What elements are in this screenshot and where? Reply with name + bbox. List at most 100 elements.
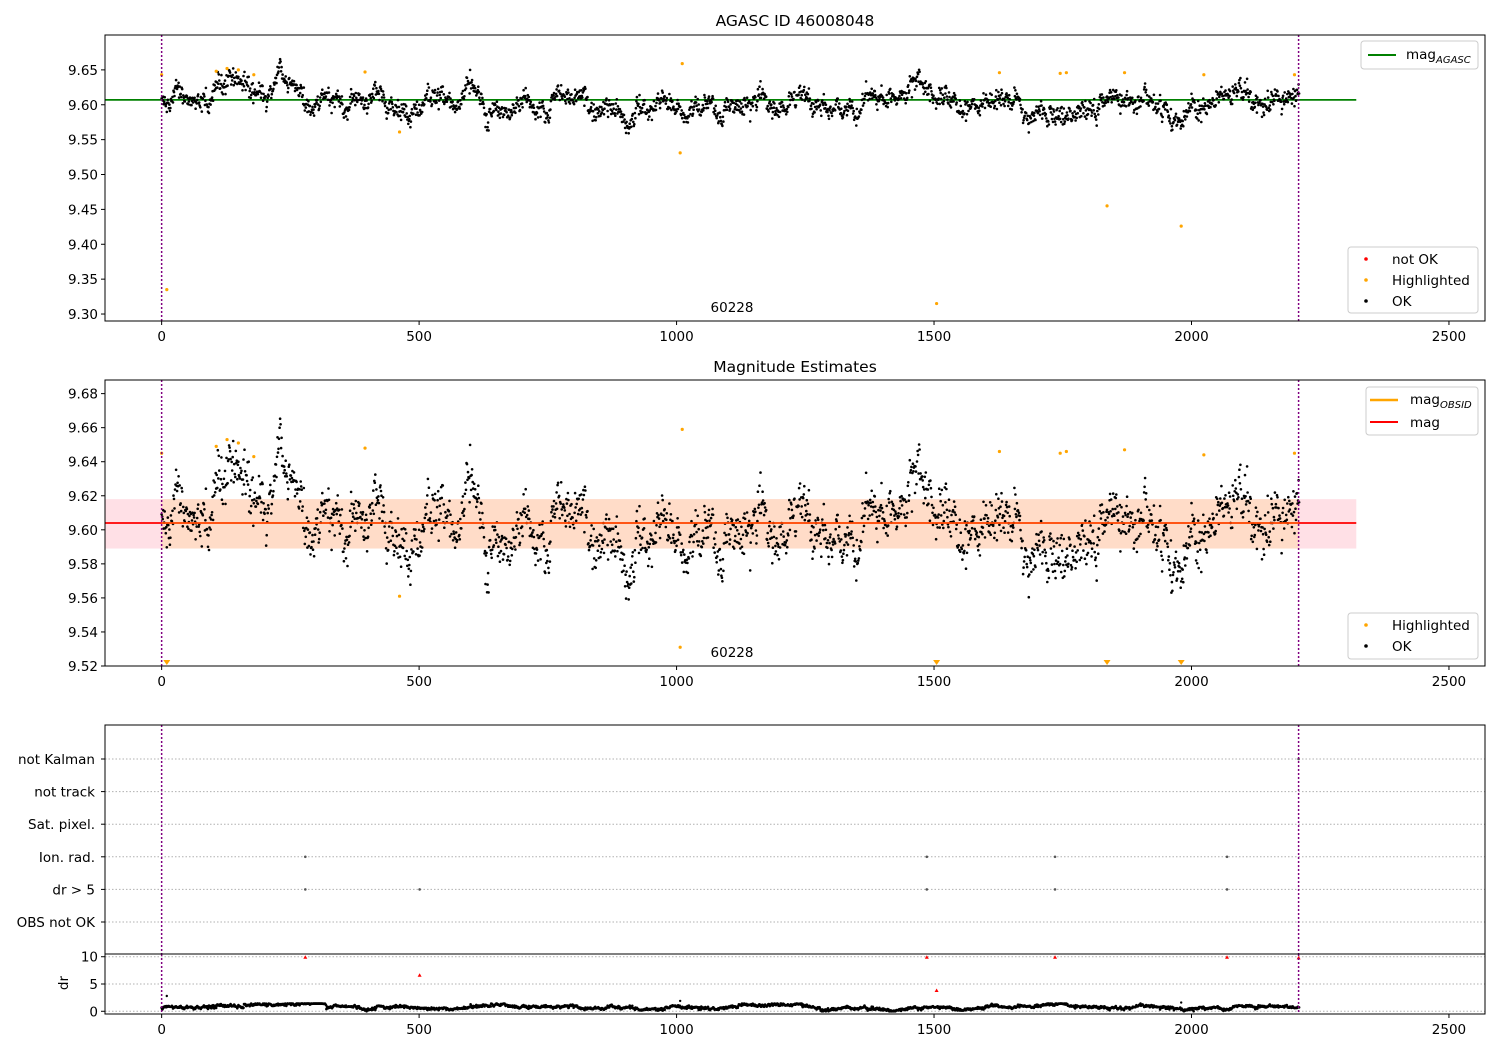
- ok-point: [680, 109, 683, 112]
- top-legend-lower[interactable]: not OK Highlighted OK: [1347, 246, 1479, 314]
- ok-point: [1272, 103, 1275, 106]
- ok-point: [787, 95, 791, 98]
- ok-point: [558, 517, 561, 520]
- ok-point: [729, 527, 732, 531]
- ok-point: [299, 83, 303, 87]
- ok-point: [542, 537, 545, 541]
- ok-point: [833, 542, 837, 545]
- ok-point: [883, 519, 886, 523]
- ok-point: [647, 546, 651, 549]
- ok-point: [840, 538, 843, 541]
- y-tick-label: 9.56: [68, 591, 98, 607]
- ok-point: [1003, 100, 1007, 103]
- ok-point: [690, 106, 694, 109]
- ok-point: [876, 540, 879, 544]
- ok-point: [751, 523, 754, 526]
- ok-point: [771, 561, 774, 565]
- ok-point: [690, 99, 693, 103]
- ok-point: [453, 546, 457, 549]
- ok-point: [702, 106, 706, 110]
- ok-point: [940, 87, 944, 90]
- highlighted-point: [1122, 71, 1127, 75]
- ok-point: [995, 492, 998, 496]
- ok-point: [1170, 580, 1174, 584]
- ok-point: [261, 84, 264, 88]
- ok-point: [820, 555, 823, 558]
- ok-point: [1036, 546, 1039, 550]
- ok-point: [1260, 115, 1264, 119]
- ok-point: [1111, 492, 1115, 495]
- ok-point: [406, 115, 410, 119]
- ok-point: [425, 502, 429, 506]
- ok-point: [517, 99, 520, 102]
- ok-point: [983, 517, 986, 520]
- ok-point: [166, 516, 170, 519]
- ok-point: [1008, 97, 1011, 101]
- ok-point: [541, 531, 545, 534]
- top-obsid-label: 60228: [711, 300, 754, 316]
- ok-point: [931, 101, 935, 105]
- ok-point: [1210, 525, 1214, 529]
- ok-point: [308, 531, 312, 534]
- ok-point: [414, 113, 418, 117]
- ok-point: [265, 533, 269, 537]
- ok-point: [520, 102, 524, 105]
- ok-point: [1262, 553, 1266, 556]
- ok-point: [1054, 559, 1058, 562]
- ok-point: [1254, 506, 1258, 510]
- ok-point: [574, 99, 578, 103]
- ok-point: [1148, 508, 1151, 512]
- ok-point: [738, 100, 742, 103]
- ok-point: [1121, 530, 1124, 533]
- ok-point: [800, 98, 804, 101]
- ok-point: [999, 94, 1002, 97]
- ok-point: [792, 97, 795, 101]
- ok-point: [1074, 119, 1077, 122]
- mid-legend-lower[interactable]: Highlighted OK: [1347, 612, 1479, 660]
- ok-point: [275, 455, 279, 459]
- ok-point: [1108, 492, 1112, 496]
- ok-point: [451, 539, 455, 542]
- ok-point: [1018, 518, 1021, 522]
- ok-point: [367, 526, 370, 530]
- ok-point: [1096, 535, 1100, 539]
- ok-point: [184, 509, 188, 513]
- ok-point: [1060, 105, 1063, 109]
- ok-point: [409, 583, 412, 586]
- ok-point: [1254, 94, 1258, 97]
- ok-point: [961, 558, 964, 561]
- ok-point: [773, 102, 776, 105]
- ok-point: [954, 513, 957, 517]
- ok-point: [927, 92, 930, 96]
- ok-point: [488, 538, 492, 542]
- ok-point: [204, 86, 208, 90]
- mid-legend-upper[interactable]: magOBSID mag: [1365, 386, 1479, 436]
- ok-point: [506, 555, 510, 558]
- ok-point: [430, 527, 434, 530]
- ok-point: [398, 555, 402, 559]
- ok-point: [797, 504, 800, 508]
- ok-point: [370, 99, 374, 103]
- ok-point: [1275, 94, 1278, 97]
- ok-point: [1185, 115, 1189, 118]
- ok-point: [582, 488, 585, 492]
- ok-point: [1290, 525, 1294, 529]
- top-legend-upper[interactable]: magAGASC: [1360, 40, 1479, 70]
- ok-point: [475, 505, 478, 509]
- ok-point: [846, 526, 849, 529]
- ok-point: [713, 551, 716, 554]
- ok-point: [1007, 100, 1010, 104]
- ok-point: [755, 534, 759, 537]
- ok-point: [1089, 524, 1092, 527]
- ok-point: [298, 91, 302, 95]
- ok-point: [480, 92, 483, 96]
- ok-point: [425, 97, 428, 100]
- ok-point: [1218, 95, 1221, 99]
- ok-point: [748, 569, 752, 572]
- ok-point: [524, 487, 527, 491]
- ok-point: [470, 468, 474, 471]
- ok-point: [1192, 519, 1195, 523]
- ok-point: [899, 91, 902, 95]
- ok-point: [730, 518, 734, 522]
